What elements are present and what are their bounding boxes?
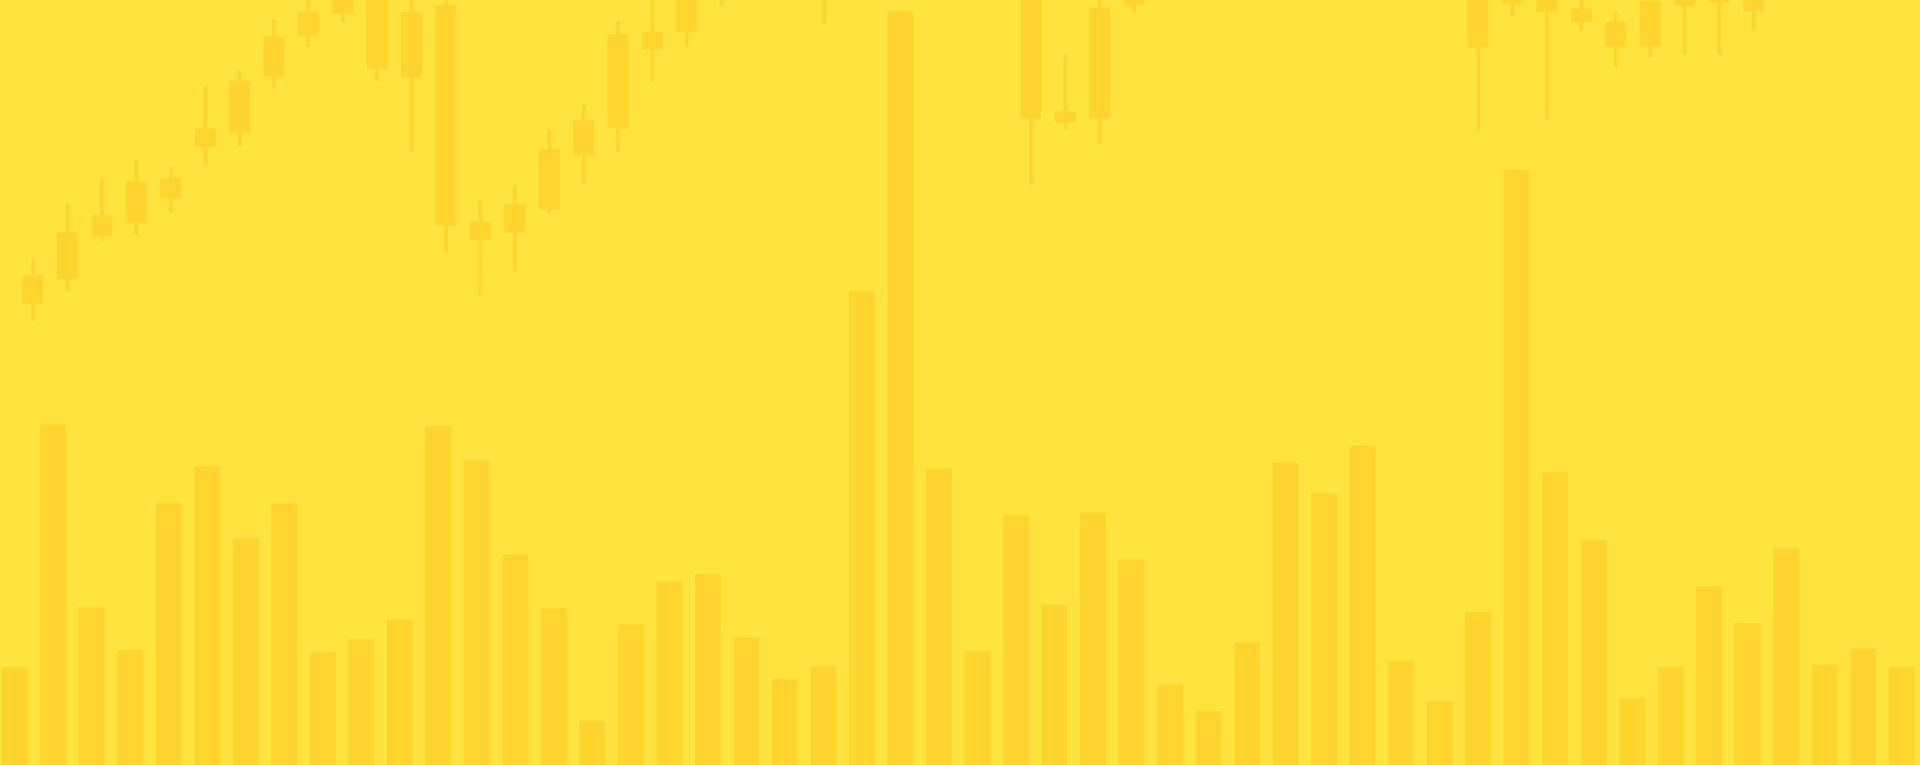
volume-bar [1003,515,1029,765]
volume-bar [271,503,298,765]
candle-body [194,128,216,147]
candle-body [1605,22,1627,47]
candle-wick [203,86,207,166]
volume-bar [810,665,837,765]
volume-bar [194,466,221,765]
volume-bar [117,649,144,765]
volume-bar [1734,623,1761,765]
volume-bar [1888,667,1915,765]
volume-bar [849,291,875,765]
candle-wick [822,0,827,24]
volume-bar [1157,684,1183,765]
volume-bar [1542,472,1568,765]
volume-bar [155,503,182,765]
volume-bar [579,720,606,765]
volume-bar [1311,493,1337,765]
volume-bar [1195,711,1222,765]
volume-bar [40,424,67,765]
volume-bar [887,11,914,765]
candle-body [1743,0,1764,12]
volume-bar [309,652,336,765]
candle-body [676,0,698,32]
candle-wick [1717,0,1721,54]
candle-body [125,181,147,223]
candle-body [1571,8,1592,23]
candle-body [332,0,354,14]
candle-body [504,204,526,233]
volume-bar [1696,586,1722,765]
volume-bar [926,468,952,765]
volume-bar [1773,548,1800,765]
candle-body [297,12,319,36]
volume-bar [1349,445,1376,765]
volume-bar [733,637,760,765]
candle-wick [1682,0,1687,54]
volume-bar [1,667,28,765]
candle-body [22,275,44,304]
candle-body [366,0,388,69]
volume-bar [618,624,644,765]
volume-bar [1850,648,1877,765]
candle-body [229,80,250,133]
volume-bar [1580,539,1607,765]
candle-body [401,12,422,78]
volume-bar [1657,667,1684,765]
volume-bar [1118,559,1145,765]
candle-body [1467,0,1489,48]
volume-bar [1041,604,1068,765]
volume-bar [1503,170,1530,765]
candle-body [1020,0,1042,119]
volume-bar [463,460,490,765]
candle-wick [1132,0,1136,13]
candle-body [1054,111,1076,123]
volume-bar [1619,697,1645,765]
volume-bar [1811,664,1838,765]
volume-bar [1465,612,1491,765]
candle-wick [1510,0,1515,16]
candle-body [538,149,560,210]
candle-body [1502,0,1524,4]
candle-body [607,34,629,129]
volume-bar [1388,660,1414,765]
candle-wick [1476,0,1481,131]
candle-body [435,4,457,226]
volume-bar [78,607,105,765]
candle-body [91,215,113,237]
candle-wick [478,199,483,295]
volume-bar [232,537,259,765]
volume-bar [425,425,452,765]
volume-bar [1426,701,1453,765]
candle-wick [100,178,104,242]
volume-bar [1080,512,1106,765]
candle-wick [1063,55,1068,130]
volume-bar [386,619,413,765]
candle-body [469,221,491,240]
candle-body [1639,1,1661,47]
volume-bar [348,638,375,765]
volume-bar [1234,642,1260,765]
volume-bar [656,581,683,765]
candle-body [263,36,285,76]
volume-bar [695,574,721,765]
candle-body [573,119,594,156]
candle-body [1089,7,1111,119]
candle-wick [719,0,724,5]
volume-bar [540,608,567,765]
candle-wick [1545,0,1549,120]
candle-body [160,177,182,199]
volume-bar [772,679,798,765]
volume-bar [1272,462,1299,765]
candle-body [1123,0,1145,5]
candle-body [642,31,663,49]
volume-bar [964,651,991,765]
candle-body [57,232,78,280]
candle-wick [1751,0,1756,31]
candle-body [1708,0,1730,3]
volume-bar [502,554,529,765]
candle-body [1674,0,1696,7]
candle-body [1536,0,1558,13]
